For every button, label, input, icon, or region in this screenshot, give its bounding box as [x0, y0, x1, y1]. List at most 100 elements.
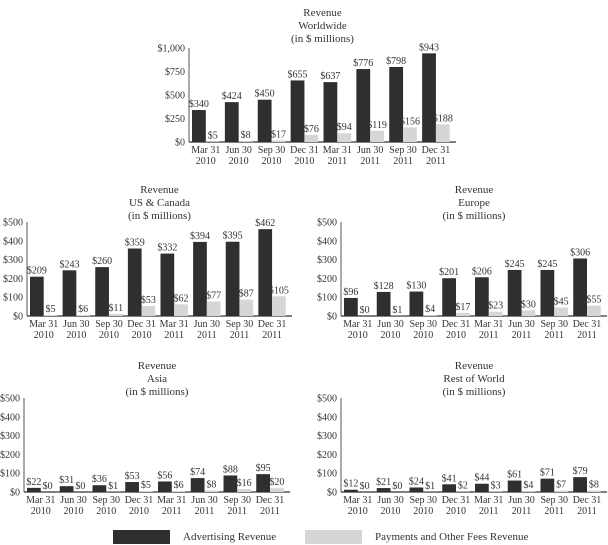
europe-data-label: $201: [439, 267, 459, 278]
us-canada-data-label: $462: [255, 218, 275, 229]
worldwide-data-label: $119: [367, 120, 387, 131]
us-canada-advertising-bar: [95, 267, 109, 316]
rest-of-world-data-label: $79: [573, 466, 588, 477]
rest-of-world-xtick: Jun 30: [377, 495, 403, 506]
us-canada-xtick: Dec 31: [127, 319, 156, 330]
rest-of-world-xtick: Sep 30: [410, 495, 438, 506]
europe-ytick: $400: [317, 236, 337, 247]
europe-data-label: $96: [343, 287, 358, 298]
us-canada-ytick: $500: [3, 218, 23, 229]
us-canada-xtick: 2010: [66, 330, 86, 341]
rest-of-world-xtick: Jun 30: [508, 495, 534, 506]
worldwide-advertising-bar: [323, 82, 338, 142]
us-canada-xtick: Sep 30: [95, 319, 123, 330]
europe-xtick: Sep 30: [410, 319, 438, 330]
europe-advertising-bar: [376, 291, 391, 316]
asia-advertising-bar: [125, 482, 140, 492]
worldwide-xtick: Sep 30: [258, 145, 286, 156]
rest-of-world-advertising-bar: [344, 489, 358, 492]
europe-advertising-bar: [442, 278, 457, 316]
europe-ytick: $500: [317, 218, 337, 229]
worldwide-data-label: $94: [337, 122, 352, 133]
asia-data-label: $6: [174, 480, 184, 491]
rest-of-world-ytick: $100: [317, 469, 337, 480]
legend-swatch-advertising: [113, 530, 170, 544]
rest-of-world-data-label: $3: [491, 480, 501, 491]
us-canada-xtick: Mar 31: [29, 319, 58, 330]
asia-data-label: $0: [75, 481, 85, 492]
us-canada-ytick: $200: [3, 274, 23, 285]
europe-xtick: Jun 30: [377, 319, 403, 330]
rest-of-world-data-label: $12: [343, 479, 358, 490]
europe-ytick: $300: [317, 255, 337, 266]
europe-advertising-bar: [573, 258, 588, 316]
worldwide-ytick: $250: [165, 114, 185, 125]
asia-advertising-bar: [27, 487, 41, 492]
asia-data-label: $1: [108, 481, 118, 492]
europe-data-label: $130: [406, 281, 426, 292]
worldwide-advertising-bar: [356, 69, 371, 142]
europe-data-label: $206: [472, 266, 492, 277]
us-canada-data-label: $5: [46, 304, 56, 315]
asia-ytick: $500: [0, 394, 20, 405]
asia-xtick: Mar 31: [26, 495, 55, 506]
rest-of-world-ytick: $0: [327, 488, 337, 499]
asia-title: Revenue: [138, 360, 177, 372]
worldwide-data-label: $76: [304, 124, 319, 135]
asia-title: (in $ millions): [126, 386, 189, 398]
europe-xtick: 2011: [479, 330, 499, 341]
worldwide-xtick: 2010: [262, 156, 282, 167]
asia-xtick: 2010: [96, 506, 116, 517]
europe-xtick: 2010: [348, 330, 368, 341]
rest-of-world-xtick: Dec 31: [442, 495, 471, 506]
asia-data-label: $8: [206, 479, 216, 490]
asia-ytick: $200: [0, 450, 20, 461]
asia-xtick: 2011: [195, 506, 215, 517]
asia-data-label: $53: [125, 471, 140, 482]
asia-ytick: $300: [0, 431, 20, 442]
worldwide-xtick: Sep 30: [389, 145, 417, 156]
rest-of-world-data-label: $0: [392, 481, 402, 492]
us-canada-data-label: $53: [141, 295, 156, 306]
asia-xtick: 2011: [162, 506, 182, 517]
legend-label-advertising: Advertising Revenue: [183, 531, 277, 543]
rest-of-world-ytick: $300: [317, 431, 337, 442]
worldwide-title: (in $ millions): [291, 33, 354, 45]
us-canada-payments-bar: [239, 299, 254, 316]
europe-xtick: Sep 30: [541, 319, 569, 330]
worldwide-payments-bar: [337, 133, 352, 142]
us-canada-xtick: 2010: [34, 330, 54, 341]
rest-of-world-xtick: 2011: [577, 506, 597, 517]
europe-payments-bar: [554, 307, 569, 316]
us-canada-advertising-bar: [225, 241, 240, 316]
us-canada-ytick: $400: [3, 236, 23, 247]
europe-data-label: $245: [505, 259, 525, 270]
asia-data-label: $74: [190, 467, 205, 478]
europe-data-label: $306: [570, 247, 590, 258]
us-canada-advertising-bar: [127, 248, 142, 316]
rest-of-world-xtick: 2011: [512, 506, 532, 517]
asia-xtick: 2011: [260, 506, 280, 517]
worldwide-xtick: Jun 30: [357, 145, 383, 156]
worldwide-payments-bar: [370, 130, 384, 142]
worldwide-advertising-bar: [422, 53, 436, 142]
rest-of-world-xtick: Mar 31: [474, 495, 503, 506]
us-canada-data-label: $260: [92, 256, 112, 267]
us-canada-title: Revenue: [140, 184, 179, 196]
rest-of-world-payments-bar: [488, 491, 503, 492]
worldwide-xtick: 2010: [196, 156, 216, 167]
rest-of-world-data-label: $61: [507, 470, 522, 481]
europe-data-label: $45: [554, 297, 569, 308]
us-canada-ytick: $100: [3, 293, 23, 304]
rest-of-world-xtick: 2010: [413, 506, 433, 517]
us-canada-data-label: $243: [59, 259, 79, 270]
us-canada-xtick: Jun 30: [194, 319, 220, 330]
asia-data-label: $36: [92, 474, 107, 485]
us-canada-xtick: 2011: [262, 330, 282, 341]
worldwide-data-label: $188: [433, 113, 453, 124]
europe-title: Europe: [458, 197, 490, 209]
worldwide-advertising-bar: [224, 102, 239, 142]
asia-xtick: Jun 30: [60, 495, 86, 506]
us-canada-advertising-bar: [62, 270, 77, 316]
rest-of-world-data-label: $44: [474, 473, 489, 484]
